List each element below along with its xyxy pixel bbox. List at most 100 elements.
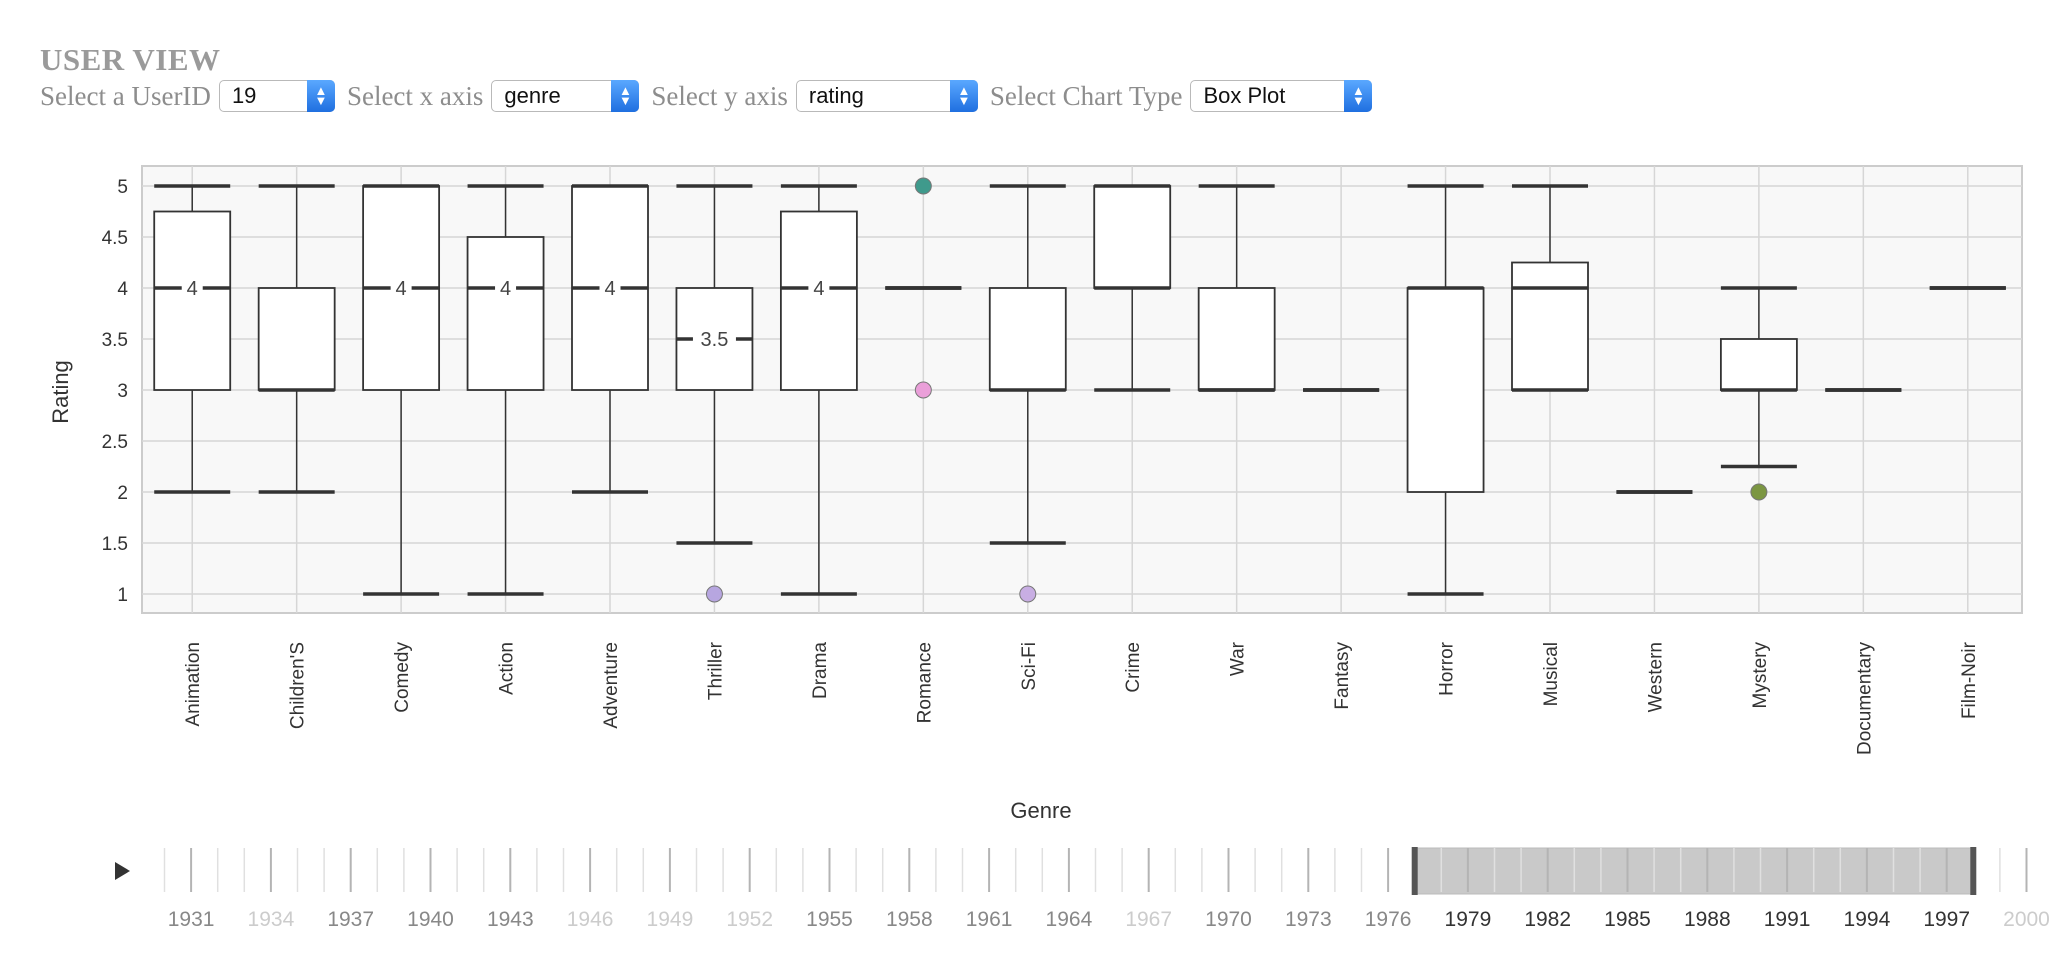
outlier-point <box>914 381 932 399</box>
x-tick-label: Action <box>497 642 518 695</box>
y-tick-label: 3 <box>117 381 128 402</box>
timeline-year-label: 1931 <box>168 908 215 931</box>
median-label: 4 <box>396 278 407 300</box>
x-axis-value: genre <box>504 83 561 108</box>
y-tick-label: 3.5 <box>102 330 128 351</box>
x-axis-stepper-icon[interactable]: ▲ ▼ <box>611 80 640 112</box>
median-label-bg <box>181 276 203 300</box>
box-iqr <box>257 287 336 391</box>
y-tick-label: 4.5 <box>102 228 128 249</box>
outlier-point <box>705 585 723 603</box>
chart-type-label: Select Chart Type <box>989 80 1183 111</box>
box-iqr <box>1406 287 1485 493</box>
box-horror <box>1406 184 1485 596</box>
outlier-points <box>705 177 1768 603</box>
timeline-year-label: 1937 <box>327 908 374 931</box>
outlier-point <box>1750 483 1768 501</box>
median-label-bg <box>390 276 412 300</box>
x-tick-label: Film-Noir <box>1959 641 1980 719</box>
chart-type-select[interactable]: Box Plot ▲ ▼ <box>1190 80 1373 112</box>
x-tick-label: Western <box>1645 642 1666 712</box>
box-iqr <box>1511 261 1589 391</box>
timeline-year-label: 1991 <box>1764 908 1811 931</box>
chart-type-value: Box Plot <box>1203 83 1286 108</box>
x-tick-label: Adventure <box>601 642 622 729</box>
box-animation: 4 <box>153 184 232 494</box>
box-action: 4 <box>466 184 545 596</box>
timeline-year-label: 1988 <box>1684 908 1731 931</box>
x-tick-label: Crime <box>1123 642 1144 693</box>
y-axis-label: Select y axis <box>651 80 788 111</box>
x-tick-label: Documentary <box>1854 642 1875 755</box>
timeline-year-label: 1970 <box>1205 908 1252 931</box>
x-tick-label: Children'S <box>288 642 309 729</box>
median-label-bg <box>599 276 621 300</box>
x-tick-label: Animation <box>183 642 204 727</box>
timeline-year-label: 1967 <box>1125 908 1172 931</box>
x-tick-label: Thriller <box>705 641 726 700</box>
timeline-year-label: 1952 <box>726 908 773 931</box>
timeline-year-label: 1979 <box>1445 908 1492 931</box>
timeline-year-label: 1982 <box>1524 908 1571 931</box>
box-crime <box>1093 184 1172 392</box>
userid-select[interactable]: 19 ▲ ▼ <box>218 80 335 112</box>
page-title: USER VIEW <box>40 42 221 77</box>
y-axis-stepper-icon[interactable]: ▲ ▼ <box>949 80 978 112</box>
x-tick-label: Fantasy <box>1332 642 1353 710</box>
x-axis-select[interactable]: genre ▲ ▼ <box>491 80 640 112</box>
y-tick-label: 1 <box>117 585 128 606</box>
median-label: 4 <box>813 278 824 300</box>
timeline-year-label: 1958 <box>886 908 933 931</box>
y-tick-label: 4 <box>117 279 128 300</box>
outlier-point <box>914 177 932 195</box>
box-adventure: 4 <box>571 184 649 494</box>
x-tick-label: Mystery <box>1750 642 1771 709</box>
controls-bar: Select a UserID 19 ▲ ▼ Select x axis genr… <box>40 80 1376 112</box>
x-axis-title: Genre <box>1010 798 1071 823</box>
x-tick-label: War <box>1228 641 1249 676</box>
userid-label: Select a UserID <box>40 80 211 111</box>
x-tick-label: Romance <box>914 642 935 723</box>
box-iqr <box>153 210 232 391</box>
x-tick-label: Sci-Fi <box>1019 642 1040 691</box>
timeline-year-label: 1997 <box>1923 908 1970 931</box>
median-label-bg <box>808 276 830 300</box>
x-tick-label: Horror <box>1437 641 1458 696</box>
y-tick-label: 5 <box>117 177 128 198</box>
median-label: 4 <box>500 278 511 300</box>
timeline-year-label: 1961 <box>966 908 1013 931</box>
timeline-year-label: 1976 <box>1365 908 1412 931</box>
timeline-year-label: 1943 <box>487 908 534 931</box>
timeline-year-label: 2000 <box>2003 908 2050 931</box>
y-tick-label: 1.5 <box>102 534 128 555</box>
y-tick-label: 2.5 <box>102 432 128 453</box>
median-label: 3.5 <box>701 329 729 351</box>
userid-stepper-icon[interactable]: ▲ ▼ <box>306 80 335 112</box>
year-timeline[interactable]: 1931 1934 1937 1940 1943 1946 1949 1952 1955 1958… <box>115 847 2050 931</box>
timeline-brush[interactable] <box>1414 847 1974 895</box>
header: USER VIEW Select a UserID 19 ▲ ▼ Select x… <box>40 40 1376 112</box>
box-drama: 4 <box>779 184 858 596</box>
x-tick-label: Drama <box>810 642 831 699</box>
box-scifi <box>988 184 1067 545</box>
median-label-bg <box>495 276 517 300</box>
box-iqr <box>1719 338 1798 391</box>
box-iqr <box>1093 185 1172 289</box>
timeline-year-label: 1985 <box>1604 908 1651 931</box>
y-axis-select[interactable]: rating ▲ ▼ <box>795 80 978 112</box>
median-label: 4 <box>604 278 615 300</box>
box-iqr <box>1197 287 1276 391</box>
timeline-year-label: 1955 <box>806 908 853 931</box>
timeline-year-label: 1964 <box>1046 908 1093 931</box>
x-axis: Animation Children'S Comedy Action Adventure… <box>183 641 1980 755</box>
box-mystery <box>1719 286 1798 469</box>
brush-handle-right[interactable] <box>1970 847 1977 895</box>
box-iqr <box>988 287 1067 391</box>
brush-handle-left[interactable] <box>1411 847 1418 895</box>
chart-type-stepper-icon[interactable]: ▲ ▼ <box>1344 80 1373 112</box>
box-iqr <box>466 236 545 391</box>
box-childrens <box>257 184 336 494</box>
play-icon[interactable] <box>115 862 130 880</box>
boxes: 4 4 4 4 3.5 4 <box>153 184 2006 596</box>
